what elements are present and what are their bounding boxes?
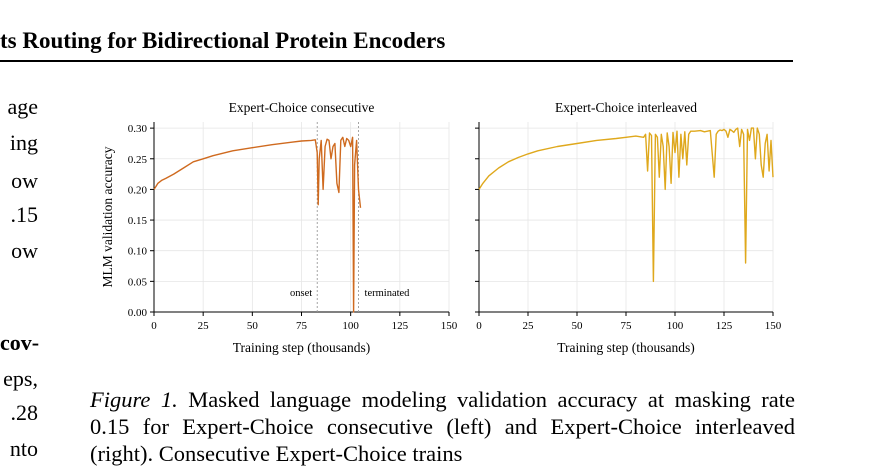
y-axis-label: MLM validation accuracy xyxy=(100,146,115,287)
x-axis-label: Training step (thousands) xyxy=(233,340,371,355)
y-tick-label: 0.05 xyxy=(128,276,148,288)
vline-label: onset xyxy=(290,288,312,299)
figure-caption: Figure 1. Masked language modeling valid… xyxy=(90,386,795,467)
left-column-fragment: eps, xyxy=(3,366,38,391)
panel-title: Expert-Choice consecutive xyxy=(229,100,375,115)
y-tick-label: 0.10 xyxy=(128,246,148,258)
header-rule xyxy=(0,60,793,62)
x-tick-label: 125 xyxy=(392,320,409,332)
left-column-fragment: ow xyxy=(11,238,38,263)
left-column-fragment: .28 xyxy=(10,400,39,425)
series-line xyxy=(153,136,362,313)
panel-title: Expert-Choice interleaved xyxy=(555,100,697,115)
x-axis-label: Training step (thousands) xyxy=(557,340,695,355)
x-tick-label: 75 xyxy=(296,320,308,332)
x-tick-label: 100 xyxy=(342,320,359,332)
caption-text: Masked language modeling validation accu… xyxy=(90,387,795,466)
x-tick-label: 50 xyxy=(572,320,584,332)
left-column-fragment: cov- xyxy=(0,330,40,355)
y-tick-label: 0.30 xyxy=(128,123,148,135)
left-column-fragment: age xyxy=(7,94,38,119)
x-tick-label: 50 xyxy=(247,320,259,332)
x-tick-label: 75 xyxy=(621,320,633,332)
y-tick-label: 0.25 xyxy=(128,154,148,166)
vline-label: terminated xyxy=(365,288,411,299)
x-tick-label: 150 xyxy=(441,320,458,332)
y-tick-label: 0.20 xyxy=(128,184,148,196)
left-column-fragment: nto xyxy=(9,436,38,461)
left-column-fragment: .15 xyxy=(10,202,39,227)
running-header-title: ts Routing for Bidirectional Protein Enc… xyxy=(0,28,446,53)
x-tick-label: 100 xyxy=(667,320,684,332)
x-tick-label: 0 xyxy=(476,320,482,332)
y-tick-label: 0.15 xyxy=(128,215,148,227)
x-tick-label: 25 xyxy=(523,320,535,332)
left-column-fragment: ing xyxy=(9,130,38,155)
left-column-fragment: ow xyxy=(11,168,38,193)
x-tick-label: 25 xyxy=(198,320,210,332)
caption-label: Figure 1. xyxy=(90,387,178,412)
x-tick-label: 150 xyxy=(765,320,782,332)
series-line xyxy=(478,127,774,283)
y-tick-label: 0.00 xyxy=(128,307,148,319)
x-tick-label: 0 xyxy=(151,320,157,332)
x-tick-label: 125 xyxy=(716,320,733,332)
figure-chart: 0 25 50 75 100 125 150 0.00 0.05 0.10 0.15 0.20 0.25… xyxy=(100,100,782,355)
